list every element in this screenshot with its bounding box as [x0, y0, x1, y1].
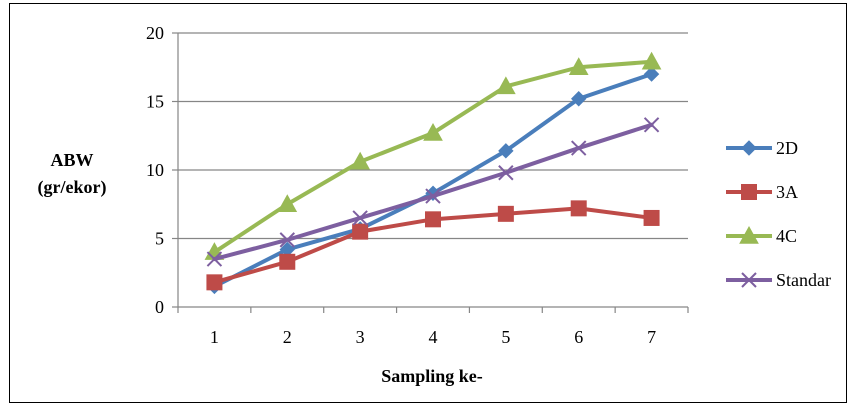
- data-point-standar-6-stroke-b: [571, 140, 587, 156]
- y-axis-title-line-2: (gr/ekor): [38, 177, 107, 198]
- y-tick-label-20: 20: [146, 23, 164, 43]
- data-point-4c-4: [423, 122, 443, 141]
- data-point-4c-5: [496, 76, 516, 95]
- data-point-3a-3: [352, 223, 369, 240]
- legend-marker-4c: [739, 225, 759, 244]
- x-tick-label-3: 3: [356, 327, 365, 347]
- legend-marker-2d: [741, 140, 757, 156]
- data-point-2d-5: [498, 143, 514, 159]
- data-point-3a-2: [279, 253, 296, 270]
- data-point-standar-1-stroke-b: [206, 251, 223, 267]
- legend-label-standar: Standar: [776, 270, 831, 290]
- data-point-standar-3-stroke-b: [352, 210, 368, 226]
- legend-item-2d: 2D: [726, 138, 798, 158]
- data-point-standar-7: [643, 117, 660, 133]
- data-point-standar-6: [571, 140, 587, 156]
- y-tick-labels: 0 5 10 15 20: [146, 23, 164, 317]
- legend-item-standar: Standar: [726, 270, 831, 290]
- data-point-standar-1: [206, 251, 223, 267]
- x-tick-label-7: 7: [647, 327, 656, 347]
- series-standar: [206, 117, 660, 267]
- x-tick-label-4: 4: [429, 327, 438, 347]
- data-point-3a-7: [643, 209, 660, 226]
- legend-item-4c: 4C: [726, 225, 797, 246]
- x-tick-label-6: 6: [574, 327, 583, 347]
- data-point-4c-6: [568, 57, 589, 75]
- data-point-4c-3: [350, 151, 370, 170]
- data-point-standar-2: [279, 232, 295, 248]
- series-4c: [204, 51, 662, 260]
- data-point-standar-3: [352, 210, 368, 226]
- legend-label-4c: 4C: [776, 226, 797, 246]
- axes: [172, 32, 689, 313]
- x-tick-label-5: 5: [501, 327, 510, 347]
- data-point-3a-1: [206, 274, 223, 291]
- data-point-4c-7: [641, 51, 662, 70]
- legend-marker-standar-stroke-b: [741, 272, 757, 288]
- data-point-standar-2-stroke-b: [279, 232, 295, 248]
- data-point-standar-5: [498, 165, 514, 181]
- y-tick-label-0: 0: [155, 297, 164, 317]
- data-point-2d-7: [643, 66, 660, 82]
- x-axis-title: Sampling ke-: [381, 366, 483, 386]
- data-point-3a-4: [425, 211, 441, 228]
- x-tick-label-1: 1: [210, 327, 219, 347]
- legend: 2D 3A 4C Standar: [726, 138, 831, 290]
- grid-lines: [178, 32, 688, 240]
- legend-item-3a: 3A: [726, 182, 798, 202]
- y-axis-title-line-1: ABW: [50, 150, 93, 170]
- data-point-3a-5: [497, 205, 514, 222]
- series-3a: [206, 200, 660, 291]
- data-point-standar-4-stroke-b: [425, 188, 441, 204]
- y-tick-label-15: 15: [146, 92, 164, 112]
- legend-label-3a: 3A: [776, 182, 798, 202]
- data-point-4c-2: [277, 194, 298, 212]
- legend-marker-standar: [741, 272, 757, 288]
- x-tick-label-2: 2: [283, 327, 292, 347]
- line-chart: 0 5 10 15 20 1 2 3 4 5 6 7 2D 3A 4C Standar ABW (gr/e…: [38, 23, 831, 386]
- data-point-standar-5-stroke-b: [498, 165, 514, 181]
- legend-label-2d: 2D: [776, 138, 798, 158]
- data-point-standar-4: [425, 188, 441, 204]
- x-tick-labels: 1 2 3 4 5 6 7: [210, 327, 656, 347]
- data-point-standar-7-stroke-b: [643, 117, 660, 133]
- data-point-3a-6: [570, 200, 587, 217]
- data-point-2d-6: [571, 91, 587, 107]
- y-tick-label-5: 5: [155, 229, 164, 249]
- chart-frame: [9, 3, 847, 403]
- legend-marker-3a: [741, 184, 757, 200]
- series-group: [204, 51, 662, 295]
- y-tick-label-10: 10: [146, 160, 164, 180]
